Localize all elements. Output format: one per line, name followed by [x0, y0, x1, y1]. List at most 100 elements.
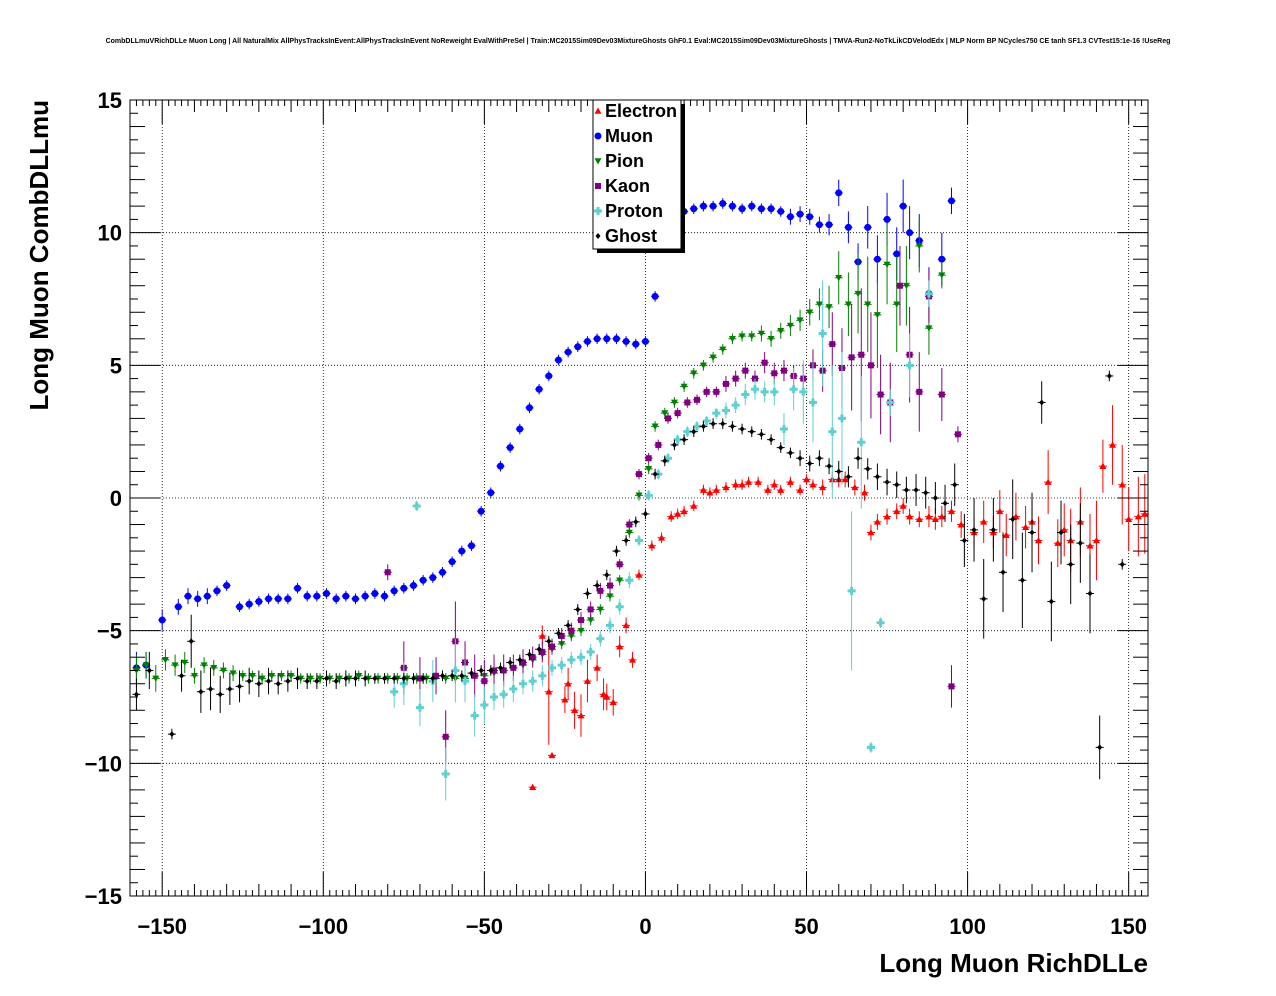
- marker-circle: [709, 202, 717, 210]
- marker-diamond: [642, 510, 648, 517]
- data-point-muon: [593, 333, 602, 345]
- marker-plus: [412, 501, 421, 510]
- marker-triangle-up: [1099, 462, 1107, 469]
- marker-triangle-up: [1134, 513, 1142, 520]
- marker-diamond: [981, 595, 987, 602]
- marker-circle: [158, 616, 166, 624]
- marker-square: [607, 582, 614, 589]
- marker-diamond: [1010, 516, 1016, 523]
- data-point-ghost: [1028, 492, 1037, 573]
- marker-plus: [818, 329, 827, 338]
- data-point-muon: [844, 211, 853, 244]
- data-point-muon: [183, 588, 192, 605]
- data-point-kaon: [663, 413, 672, 424]
- data-point-pion: [883, 224, 892, 305]
- marker-plus: [519, 679, 528, 688]
- marker-diamond: [797, 455, 803, 462]
- marker-plus: [441, 769, 450, 778]
- data-point-kaon: [876, 354, 885, 435]
- data-point-electron: [667, 511, 676, 522]
- marker-circle: [622, 337, 630, 345]
- y-axis-title: Long Muon CombDLLmu: [24, 100, 54, 410]
- marker-circle: [274, 595, 282, 603]
- data-point-pion: [747, 330, 756, 342]
- marker-circle: [835, 189, 843, 197]
- marker-diamond: [439, 672, 445, 679]
- marker-triangle-down: [316, 675, 324, 682]
- data-point-electron: [647, 540, 656, 552]
- data-point-proton: [779, 413, 788, 445]
- marker-square: [481, 678, 488, 685]
- data-point-ghost: [999, 532, 1008, 613]
- series-layer: [132, 179, 1149, 801]
- marker-plus: [490, 693, 499, 701]
- data-point-ghost: [525, 649, 534, 660]
- marker-diamond: [256, 680, 262, 687]
- marker-triangle-up: [947, 507, 955, 515]
- marker-triangle-down: [152, 675, 160, 682]
- data-point-pion: [834, 251, 843, 305]
- data-point-muon: [641, 336, 650, 347]
- data-point-proton: [596, 630, 605, 647]
- data-point-muon: [322, 588, 331, 599]
- data-point-muon: [312, 590, 321, 602]
- marker-triangle-down: [616, 577, 624, 584]
- marker-diamond: [884, 479, 890, 486]
- marker-triangle-down: [558, 641, 566, 648]
- legend-label: Proton: [605, 201, 663, 221]
- marker-triangle-up: [1109, 441, 1117, 448]
- x-tick-label: 50: [794, 914, 818, 939]
- data-point-ghost: [776, 442, 785, 453]
- data-point-ghost: [979, 559, 988, 639]
- marker-square: [616, 561, 623, 568]
- data-point-muon: [399, 582, 408, 594]
- data-point-ghost: [573, 604, 582, 615]
- data-point-pion: [200, 657, 209, 674]
- data-point-kaon: [779, 360, 788, 382]
- marker-diamond: [188, 638, 194, 645]
- data-point-muon: [786, 208, 795, 225]
- data-point-electron: [544, 638, 553, 745]
- data-point-proton: [741, 383, 750, 406]
- marker-triangle-down: [587, 617, 595, 624]
- marker-circle: [496, 462, 504, 470]
- data-point-pion: [660, 407, 669, 419]
- data-point-ghost: [747, 426, 756, 437]
- legend: Electron Muon Pion Kaon Proton Ghost: [592, 99, 685, 253]
- data-point-pion: [287, 670, 296, 682]
- marker-triangle-down: [815, 301, 823, 308]
- data-point-kaon: [947, 665, 956, 708]
- marker-circle: [938, 255, 946, 263]
- marker-circle: [612, 335, 620, 343]
- data-point-muon: [651, 291, 660, 302]
- marker-diamond: [807, 460, 813, 467]
- data-point-electron: [744, 476, 753, 488]
- marker-square: [722, 380, 729, 387]
- marker-triangle-up: [583, 677, 591, 684]
- data-point-ghost: [341, 670, 350, 687]
- data-point-ghost: [428, 673, 437, 684]
- marker-plus: [750, 385, 759, 394]
- marker-triangle-up: [1118, 481, 1126, 488]
- data-point-electron: [615, 635, 624, 658]
- marker-diamond: [855, 455, 861, 462]
- marker-triangle-down: [786, 322, 794, 330]
- marker-circle: [583, 337, 591, 345]
- marker-square: [433, 672, 440, 679]
- marker-diamond: [237, 683, 243, 690]
- marker-triangle-up: [770, 481, 778, 488]
- data-point-kaon: [895, 245, 904, 326]
- data-point-pion: [767, 330, 776, 347]
- marker-circle: [303, 592, 311, 600]
- marker-circle: [564, 348, 572, 356]
- data-point-pion: [915, 219, 924, 273]
- data-point-electron: [1011, 492, 1020, 541]
- data-point-ghost: [709, 418, 718, 430]
- marker-plus: [606, 621, 615, 630]
- marker-square: [693, 396, 700, 403]
- marker-triangle-up: [1125, 515, 1133, 523]
- marker-plus: [808, 398, 817, 407]
- marker-circle: [535, 385, 543, 393]
- marker-diamond: [343, 675, 349, 682]
- data-point-kaon: [577, 612, 586, 629]
